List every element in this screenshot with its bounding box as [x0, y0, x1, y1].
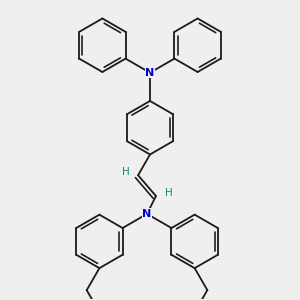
Text: N: N	[146, 68, 154, 78]
Text: H: H	[165, 188, 173, 198]
Text: H: H	[122, 167, 130, 177]
Text: N: N	[142, 209, 152, 219]
